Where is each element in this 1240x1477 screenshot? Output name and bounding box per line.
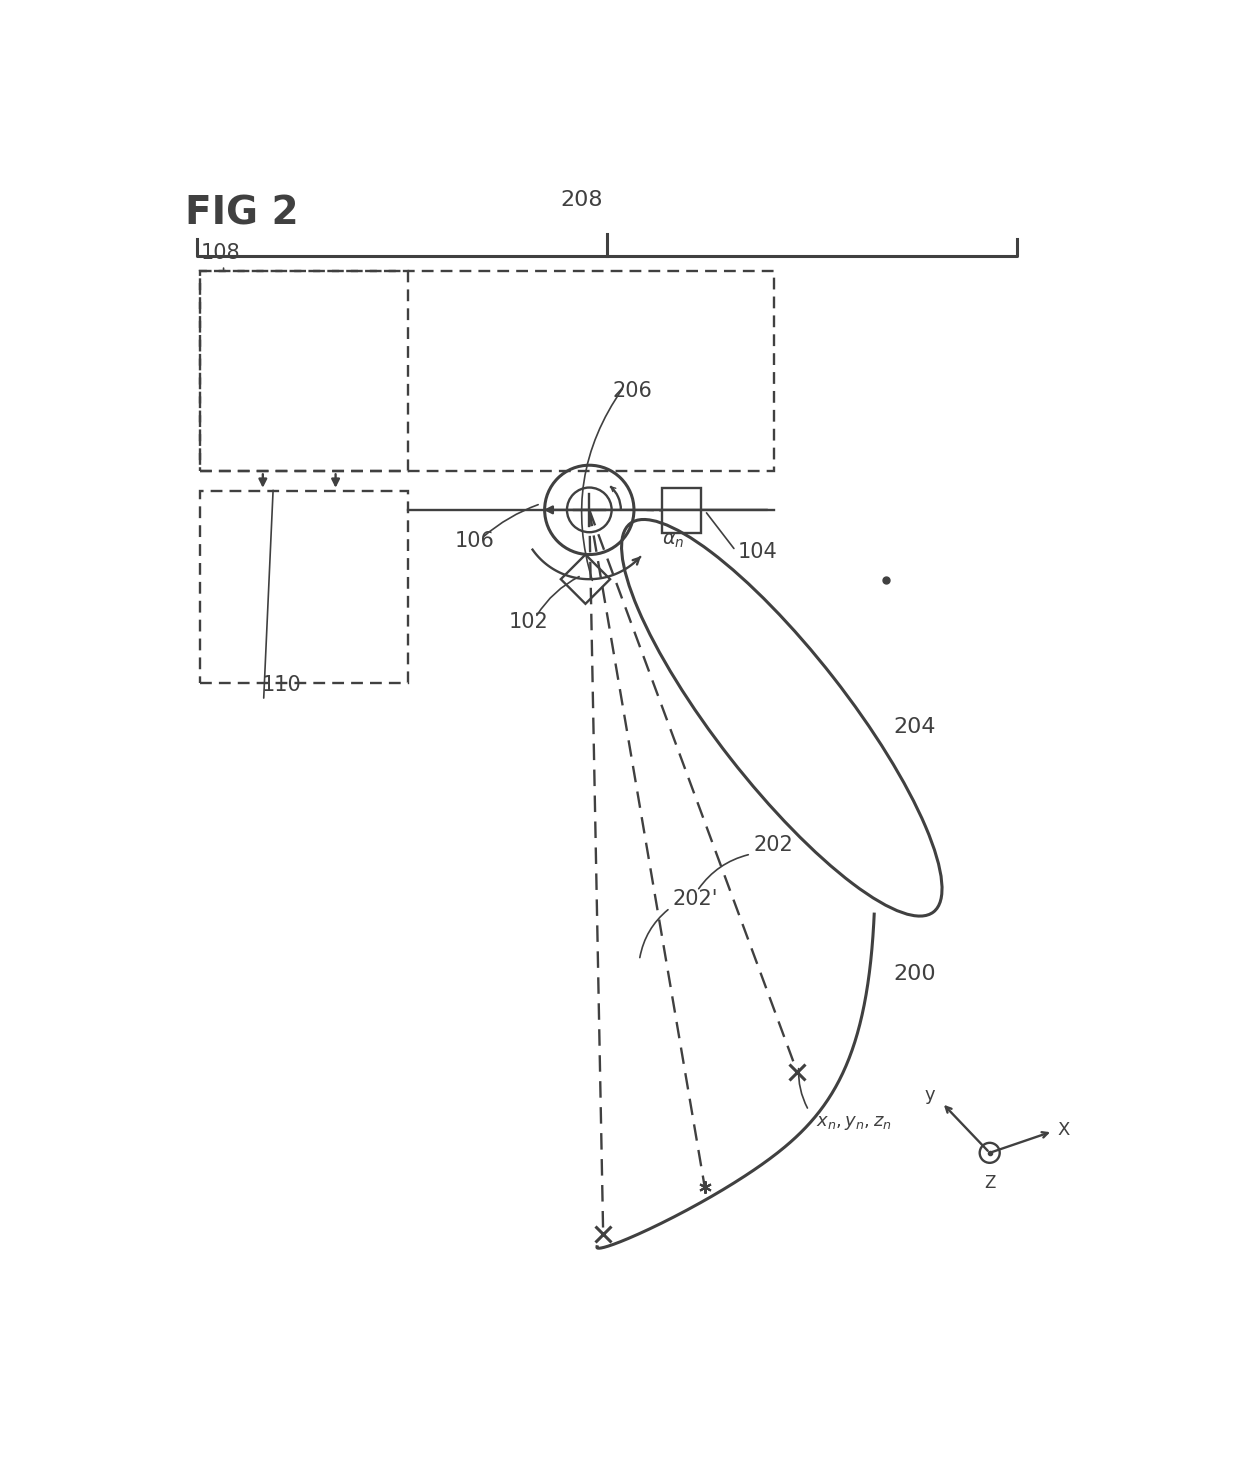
Text: y: y [924,1086,935,1105]
Text: 206: 206 [613,381,652,400]
Text: 110: 110 [262,675,301,694]
Bar [201,490,408,684]
Bar [201,272,774,471]
Text: 106: 106 [455,530,495,551]
Text: 202: 202 [754,835,794,855]
Text: 204: 204 [894,718,936,737]
Text: 208: 208 [560,189,603,210]
Bar [662,489,701,533]
Text: 108: 108 [201,244,241,263]
Text: Z: Z [985,1174,996,1192]
Text: $\alpha_n$: $\alpha_n$ [662,532,684,549]
Text: FIG 2: FIG 2 [185,193,299,232]
Bar [201,272,408,471]
Text: $x_n, y_n, z_n$: $x_n, y_n, z_n$ [816,1114,893,1133]
Text: X: X [1058,1121,1070,1139]
Text: 102: 102 [508,611,548,632]
Text: 200: 200 [894,963,936,984]
Text: 202': 202' [672,889,718,908]
Text: 104: 104 [738,542,777,563]
